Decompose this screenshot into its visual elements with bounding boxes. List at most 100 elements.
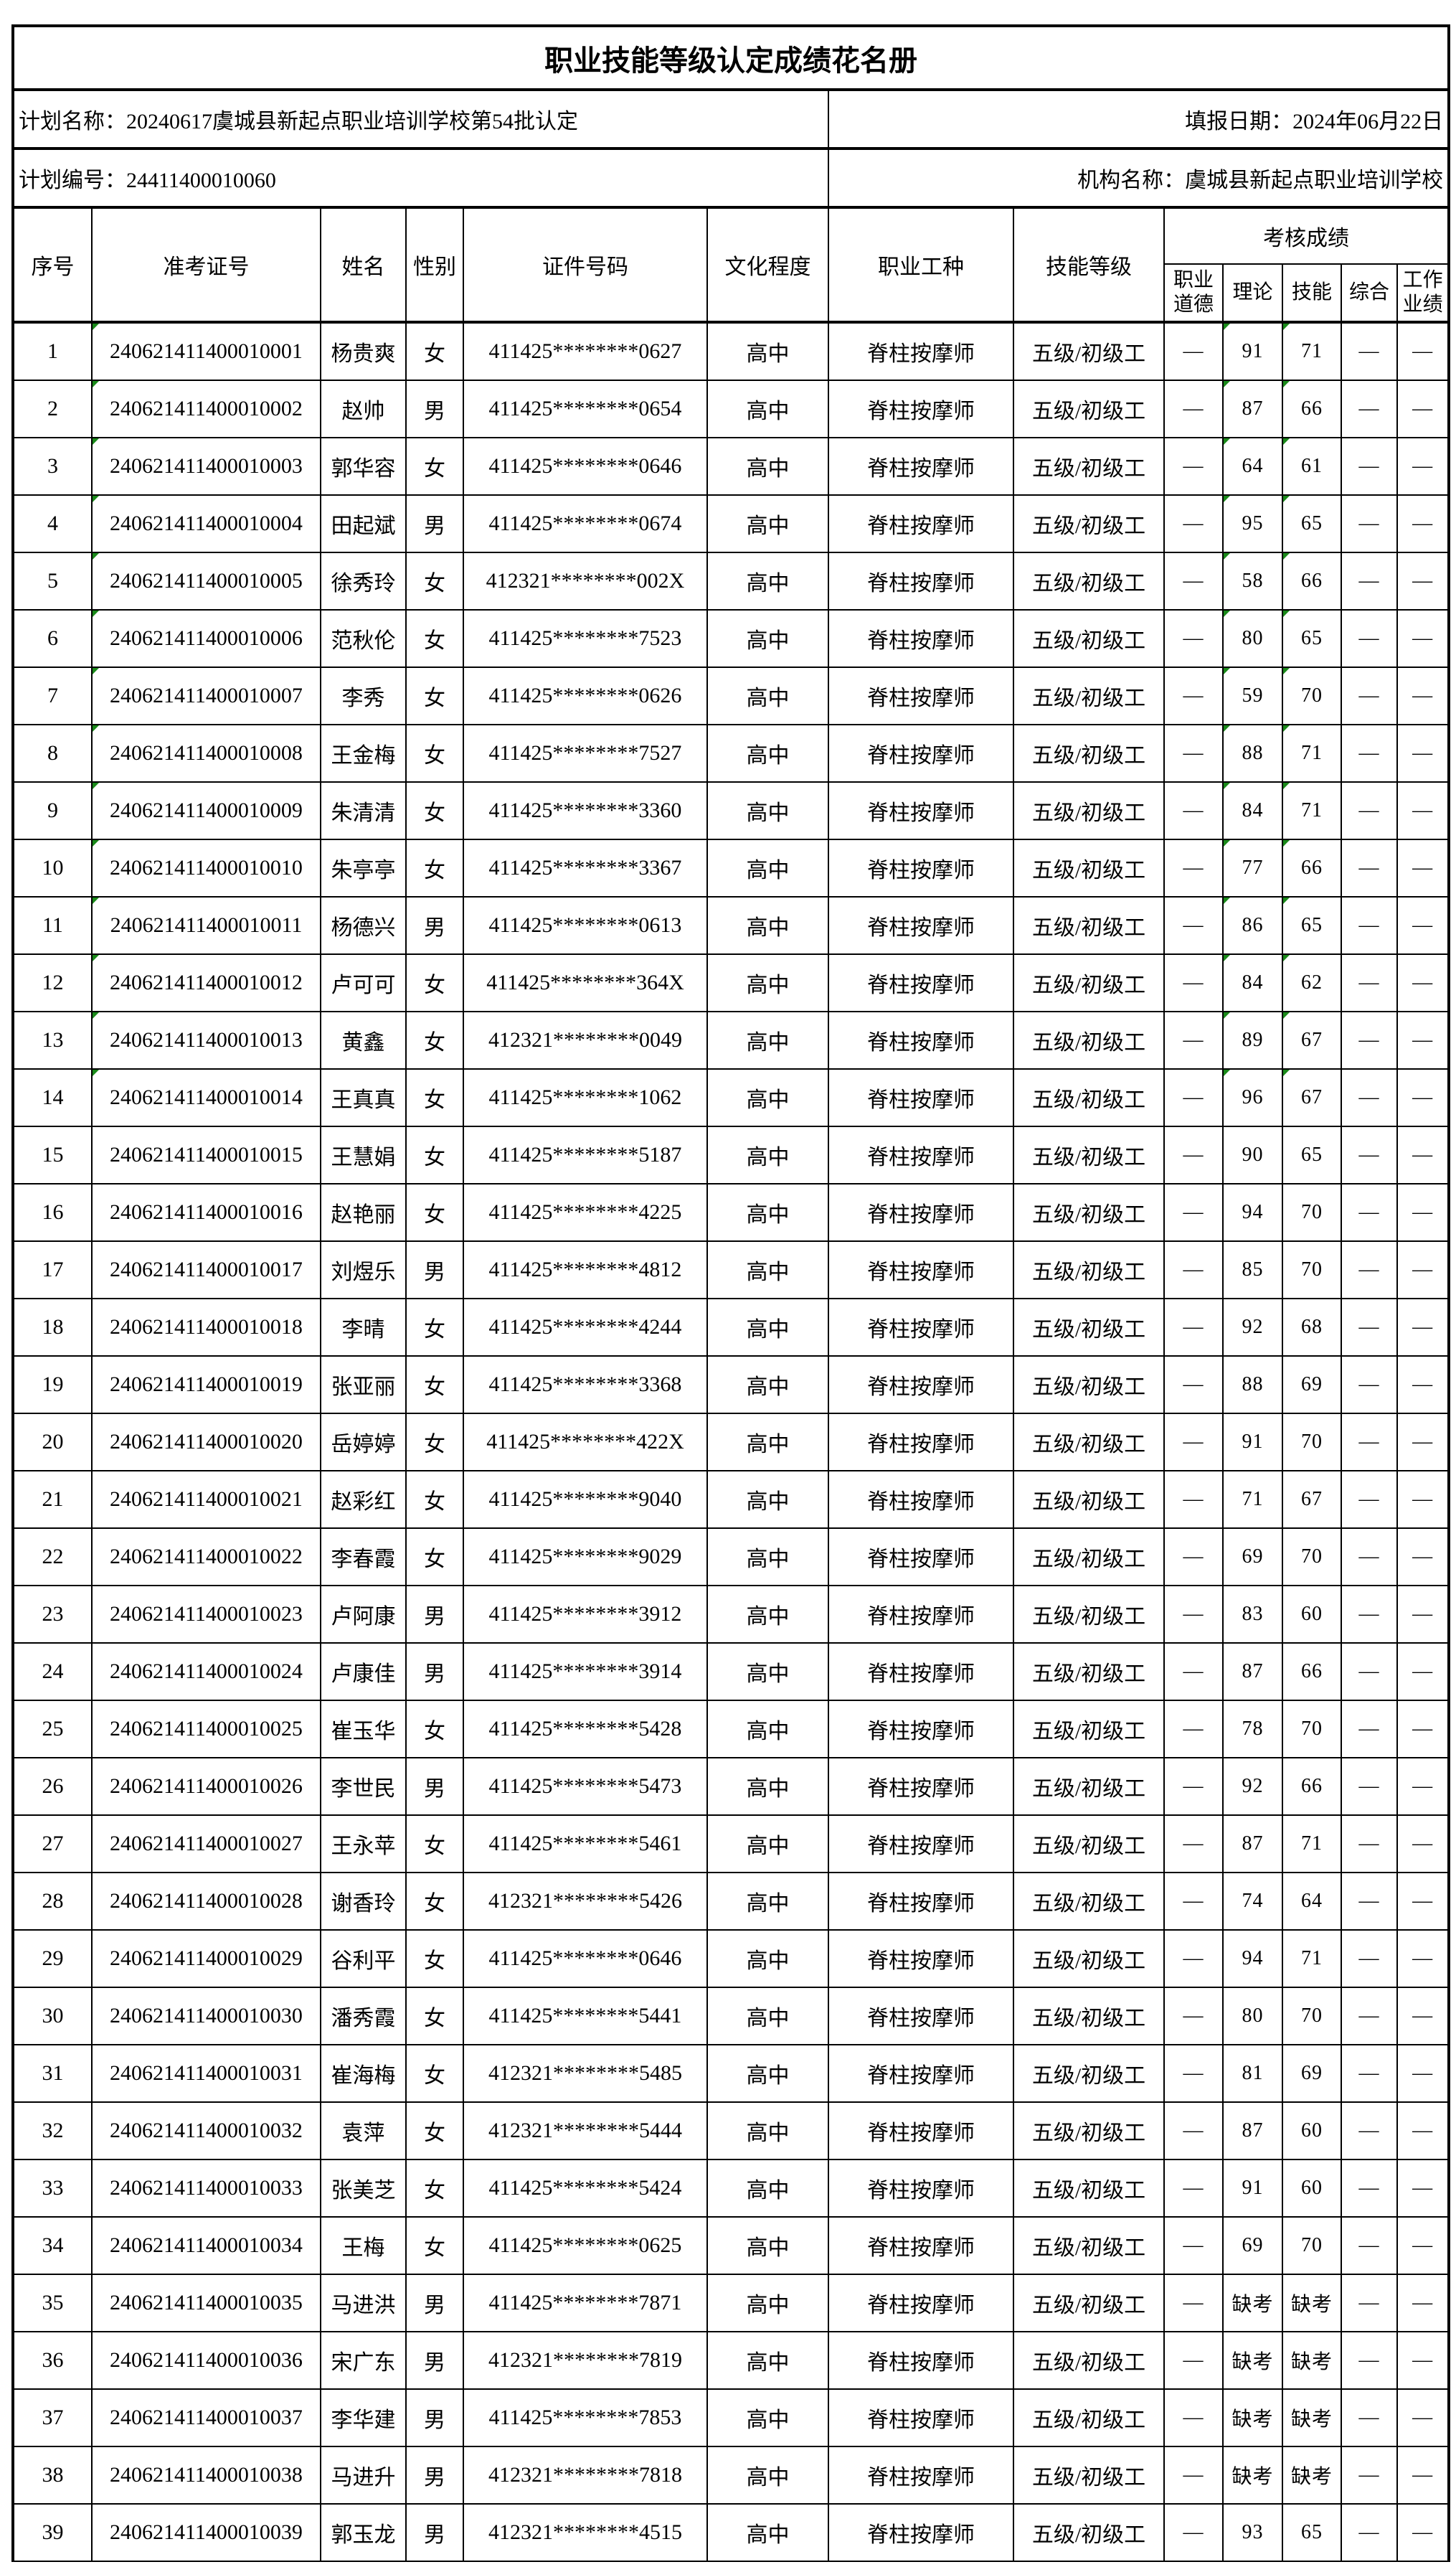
cell-occupation: 脊柱按摩师 bbox=[828, 1413, 1014, 1471]
table-row: 15 240621411400010015 王慧娟女 411425********51… bbox=[11, 1126, 1451, 1184]
cell-occupation: 脊柱按摩师 bbox=[828, 2388, 1014, 2447]
cell-skill: 69 bbox=[1282, 1355, 1342, 1414]
cell-id-no: 411425********3912 bbox=[463, 1585, 708, 1644]
cell-id-no: 412321********4515 bbox=[463, 2503, 708, 2562]
cell-exam-no: 240621411400010014 bbox=[91, 1068, 321, 1127]
cell-overall: — bbox=[1341, 839, 1398, 898]
cell-skill: 61 bbox=[1282, 437, 1342, 496]
cell-performance: — bbox=[1396, 781, 1451, 840]
cell-gender: 女 bbox=[405, 1126, 464, 1184]
cell-name: 郭华容 bbox=[320, 437, 407, 496]
cell-exam-no: 240621411400010015 bbox=[91, 1126, 321, 1184]
table-row: 6 240621411400010006 范秋伦女 411425********752… bbox=[11, 609, 1451, 668]
cell-education: 高中 bbox=[706, 437, 829, 496]
cell-gender: 男 bbox=[405, 1642, 464, 1701]
cell-performance: — bbox=[1396, 1987, 1451, 2045]
cell-occupation: 脊柱按摩师 bbox=[828, 1126, 1014, 1184]
cell-seq: 20 bbox=[11, 1413, 93, 1471]
cell-performance: — bbox=[1396, 1929, 1451, 1988]
cell-education: 高中 bbox=[706, 609, 829, 668]
cell-education: 高中 bbox=[706, 2503, 829, 2562]
table-row: 23 240621411400010023 卢阿康男 411425********39… bbox=[11, 1585, 1451, 1644]
table-row: 18 240621411400010018 李晴女 411425********424… bbox=[11, 1298, 1451, 1357]
header-gender: 性别 bbox=[405, 207, 464, 323]
cell-gender: 男 bbox=[405, 1757, 464, 1816]
cell-skill: 65 bbox=[1282, 494, 1342, 553]
cell-exam-no: 240621411400010020 bbox=[91, 1413, 321, 1471]
cell-gender: 女 bbox=[405, 2101, 464, 2160]
cell-seq: 12 bbox=[11, 953, 93, 1012]
cell-skill: 70 bbox=[1282, 667, 1342, 725]
cell-id-no: 411425********364X bbox=[463, 953, 708, 1012]
cell-skill: 71 bbox=[1282, 781, 1342, 840]
cell-overall: — bbox=[1341, 2274, 1398, 2332]
cell-occupation: 脊柱按摩师 bbox=[828, 953, 1014, 1012]
cell-name: 马进升 bbox=[320, 2446, 407, 2505]
cell-skill-level: 五级/初级工 bbox=[1013, 1929, 1165, 1988]
cell-name: 崔海梅 bbox=[320, 2044, 407, 2103]
cell-performance: — bbox=[1396, 1413, 1451, 1471]
cell-education: 高中 bbox=[706, 1183, 829, 1242]
cell-gender: 女 bbox=[405, 839, 464, 898]
table-row: 4 240621411400010004 田起斌男 411425********067… bbox=[11, 494, 1451, 553]
cell-ethics: — bbox=[1163, 2044, 1224, 2103]
cell-skill-level: 五级/初级工 bbox=[1013, 2503, 1165, 2562]
cell-ethics: — bbox=[1163, 2388, 1224, 2447]
cell-education: 高中 bbox=[706, 839, 829, 898]
cell-exam-no: 240621411400010021 bbox=[91, 1470, 321, 1529]
cell-ethics: — bbox=[1163, 1872, 1224, 1931]
cell-education: 高中 bbox=[706, 2216, 829, 2275]
cell-performance: — bbox=[1396, 1011, 1451, 1070]
cell-id-no: 411425********3368 bbox=[463, 1355, 708, 1414]
cell-education: 高中 bbox=[706, 1987, 829, 2045]
table-row: 13 240621411400010013 黄鑫女 412321********004… bbox=[11, 1011, 1451, 1070]
cell-theory: 88 bbox=[1222, 1355, 1283, 1414]
cell-skill: 67 bbox=[1282, 1068, 1342, 1127]
cell-overall: — bbox=[1341, 437, 1398, 496]
cell-exam-no: 240621411400010027 bbox=[91, 1814, 321, 1873]
cell-gender: 女 bbox=[405, 1298, 464, 1357]
cell-overall: — bbox=[1341, 1126, 1398, 1184]
cell-seq: 1 bbox=[11, 321, 93, 381]
cell-overall: — bbox=[1341, 1757, 1398, 1816]
cell-seq: 3 bbox=[11, 437, 93, 496]
cell-gender: 女 bbox=[405, 1183, 464, 1242]
cell-education: 高中 bbox=[706, 953, 829, 1012]
cell-exam-no: 240621411400010005 bbox=[91, 552, 321, 611]
cell-occupation: 脊柱按摩师 bbox=[828, 2503, 1014, 2562]
cell-id-no: 411425********0627 bbox=[463, 321, 708, 381]
cell-skill-level: 五级/初级工 bbox=[1013, 2274, 1165, 2332]
cell-theory: 77 bbox=[1222, 839, 1283, 898]
cell-ethics: — bbox=[1163, 321, 1224, 381]
cell-id-no: 411425********3360 bbox=[463, 781, 708, 840]
cell-theory: 71 bbox=[1222, 1470, 1283, 1529]
cell-performance: — bbox=[1396, 609, 1451, 668]
header-name: 姓名 bbox=[320, 207, 407, 323]
cell-skill-level: 五级/初级工 bbox=[1013, 1298, 1165, 1357]
cell-education: 高中 bbox=[706, 1011, 829, 1070]
table-row: 32 240621411400010032 袁萍女 412321********544… bbox=[11, 2101, 1451, 2160]
cell-ethics: — bbox=[1163, 1068, 1224, 1127]
cell-exam-no: 240621411400010023 bbox=[91, 1585, 321, 1644]
cell-ethics: — bbox=[1163, 896, 1224, 955]
cell-education: 高中 bbox=[706, 1240, 829, 1299]
table-row: 20 240621411400010020 岳婷婷女 411425********42… bbox=[11, 1413, 1451, 1471]
cell-skill-level: 五级/初级工 bbox=[1013, 2101, 1165, 2160]
cell-name: 王永苹 bbox=[320, 1814, 407, 1873]
cell-exam-no: 240621411400010037 bbox=[91, 2388, 321, 2447]
cell-exam-no: 240621411400010018 bbox=[91, 1298, 321, 1357]
cell-occupation: 脊柱按摩师 bbox=[828, 1183, 1014, 1242]
cell-overall: — bbox=[1341, 380, 1398, 438]
cell-name: 李华建 bbox=[320, 2388, 407, 2447]
cell-education: 高中 bbox=[706, 321, 829, 381]
cell-occupation: 脊柱按摩师 bbox=[828, 2274, 1014, 2332]
cell-exam-no: 240621411400010034 bbox=[91, 2216, 321, 2275]
cell-occupation: 脊柱按摩师 bbox=[828, 552, 1014, 611]
cell-education: 高中 bbox=[706, 552, 829, 611]
cell-skill-level: 五级/初级工 bbox=[1013, 2216, 1165, 2275]
cell-ethics: — bbox=[1163, 1470, 1224, 1529]
cell-overall: — bbox=[1341, 494, 1398, 553]
cell-name: 卢可可 bbox=[320, 953, 407, 1012]
cell-seq: 6 bbox=[11, 609, 93, 668]
cell-exam-no: 240621411400010030 bbox=[91, 1987, 321, 2045]
